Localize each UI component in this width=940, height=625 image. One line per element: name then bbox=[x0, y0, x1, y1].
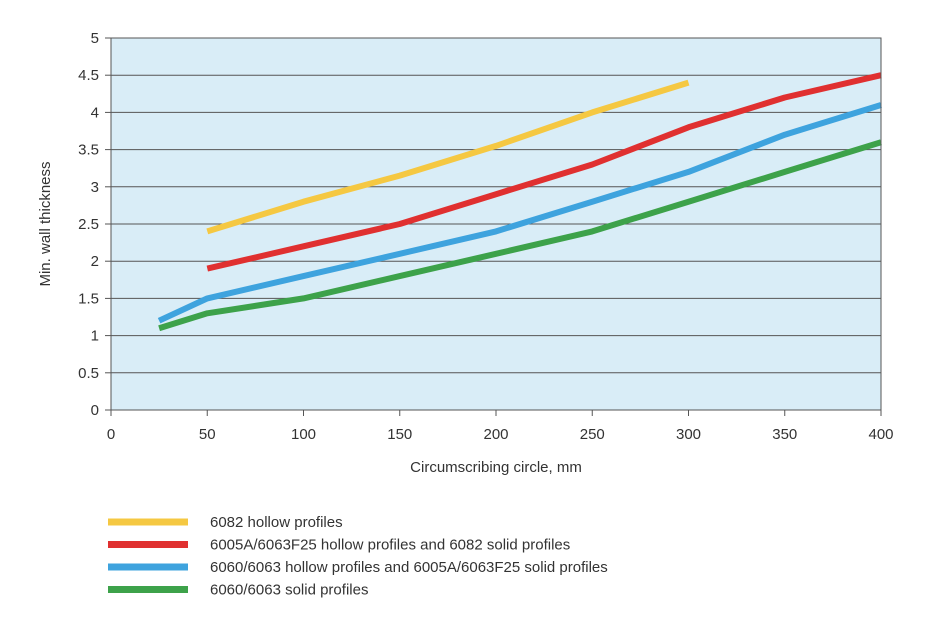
series-line-3 bbox=[157, 102, 882, 324]
y-tick-label: 0.5 bbox=[78, 365, 99, 382]
y-tick-label: 0 bbox=[91, 402, 99, 419]
series-line-4 bbox=[158, 139, 882, 332]
y-tick-label: 2.5 bbox=[78, 216, 99, 233]
series-lines bbox=[157, 72, 882, 332]
y-tick-label: 3 bbox=[91, 179, 99, 196]
y-tick-label: 1.5 bbox=[78, 290, 99, 307]
y-tick-label: 3.5 bbox=[78, 142, 99, 159]
series-line-2 bbox=[206, 72, 882, 272]
x-tick-label: 50 bbox=[199, 426, 216, 443]
x-axis-ticks: 0 50 100 150 200 250 300 350 400 bbox=[107, 410, 894, 443]
x-tick-label: 300 bbox=[676, 426, 701, 443]
series-line-1 bbox=[206, 79, 690, 235]
legend-label: 6082 hollow profiles bbox=[210, 514, 343, 531]
legend-label: 6005A/6063F25 hollow profiles and 6082 s… bbox=[210, 537, 570, 554]
y-axis-ticks: 0 0.5 1 1.5 2 2.5 3 3.5 4 4.5 5 bbox=[78, 30, 111, 419]
y-tick-label: 5 bbox=[91, 30, 99, 47]
x-tick-label: 350 bbox=[772, 426, 797, 443]
y-tick-label: 4.5 bbox=[78, 67, 99, 84]
x-tick-label: 200 bbox=[483, 426, 508, 443]
y-tick-label: 4 bbox=[91, 104, 99, 121]
y-tick-label: 2 bbox=[91, 253, 99, 270]
legend: 6082 hollow profiles 6005A/6063F25 hollow… bbox=[108, 514, 608, 599]
y-tick-label: 1 bbox=[91, 328, 99, 345]
legend-label: 6060/6063 hollow profiles and 6005A/6063… bbox=[210, 559, 608, 576]
x-tick-label: 250 bbox=[580, 426, 605, 443]
x-tick-label: 150 bbox=[387, 426, 412, 443]
y-axis-title: Min. wall thickness bbox=[37, 161, 54, 286]
x-tick-label: 100 bbox=[291, 426, 316, 443]
legend-label: 6060/6063 solid profiles bbox=[210, 582, 368, 599]
x-tick-label: 400 bbox=[868, 426, 893, 443]
x-tick-label: 0 bbox=[107, 426, 115, 443]
x-axis-title: Circumscribing circle, mm bbox=[410, 459, 582, 476]
